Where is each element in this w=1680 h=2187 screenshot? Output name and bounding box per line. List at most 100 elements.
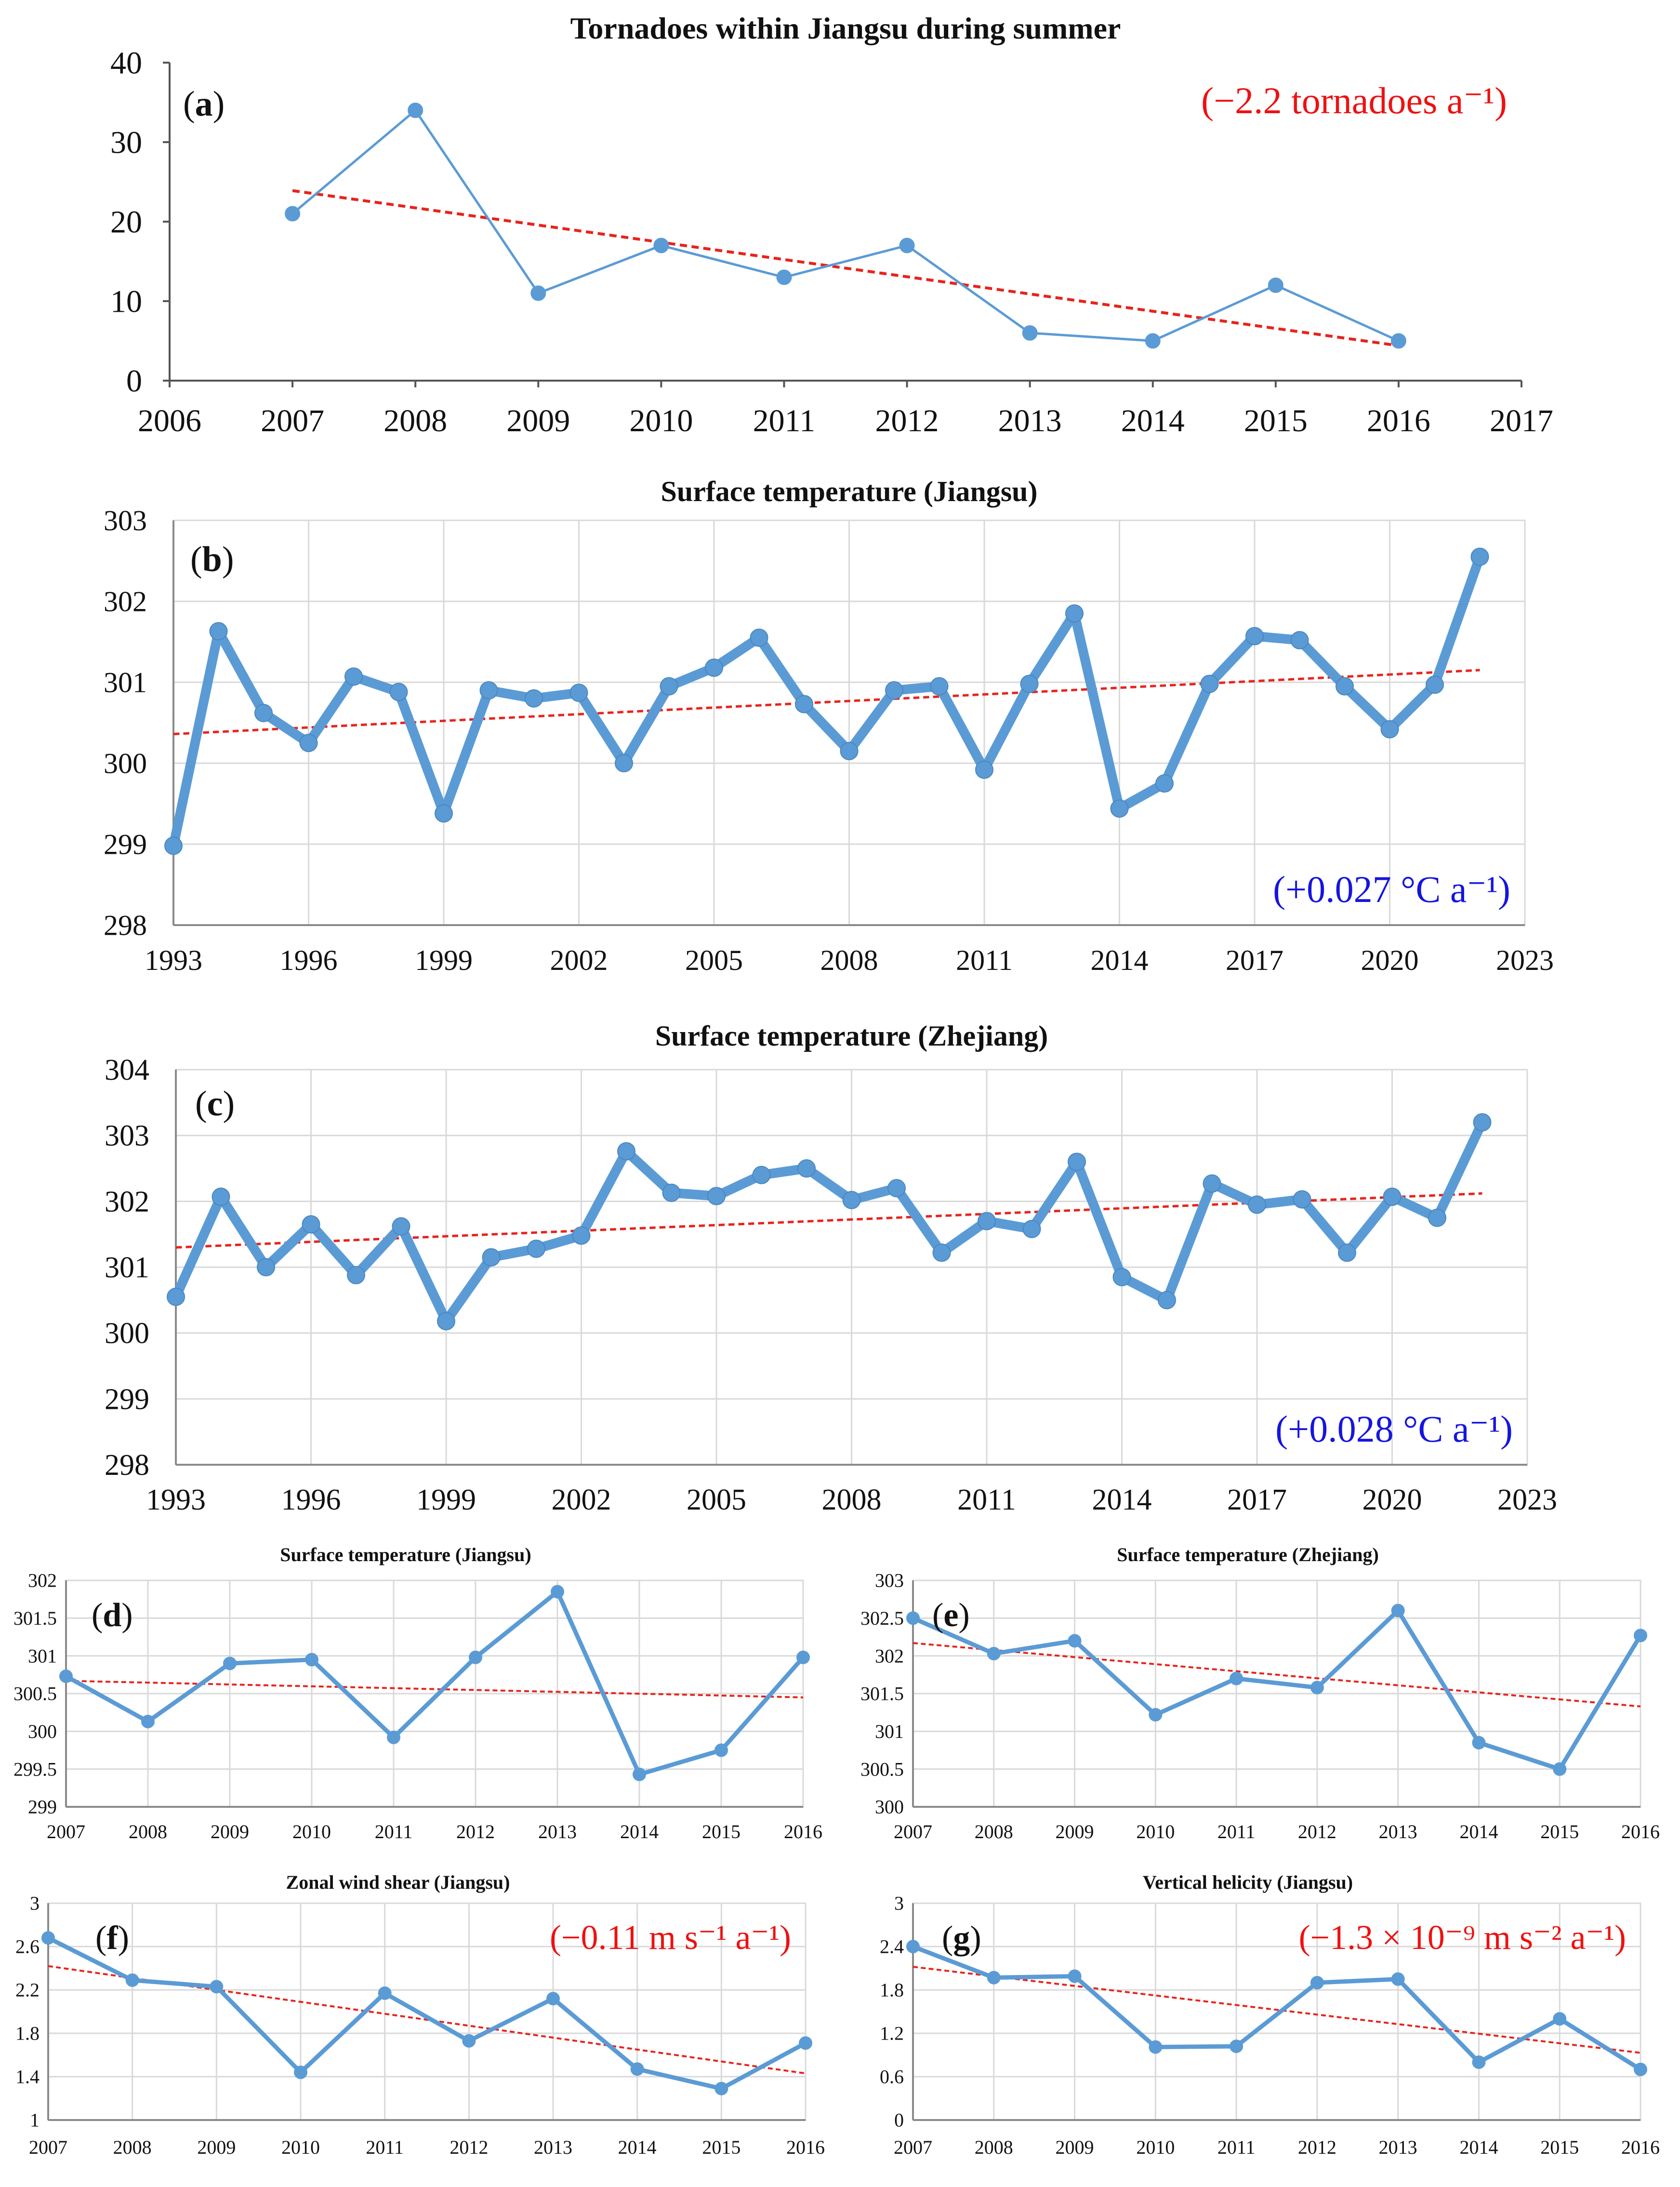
chart-a-x-tick-label: 2017 <box>1490 403 1553 438</box>
chart-g-y-tick-label: 0.6 <box>880 2066 904 2088</box>
chart-f-series-line <box>46 1935 808 2091</box>
chart-e-data-point <box>1068 1634 1082 1648</box>
chart-de-svg: 299 299.5 300 300.5 301 301.5 302 2007 2008 2009 2… <box>13 1544 1660 1842</box>
chart-c-data-point <box>978 1212 996 1231</box>
chart-b-data-point <box>1020 675 1039 693</box>
chart-a-x-tick-label: 2010 <box>629 403 693 438</box>
chart-b-x-tick-label: 2011 <box>956 944 1013 976</box>
chart-d-x-tick-label: 2007 <box>47 1821 85 1842</box>
chart-c-data-point <box>302 1215 320 1234</box>
chart-c-data-point <box>257 1258 275 1276</box>
chart-c-y-tick-label: 298 <box>105 1449 149 1482</box>
chart-b-x-tick-label: 1993 <box>145 944 202 976</box>
chart-g-x-tick-label: 2011 <box>1217 2136 1256 2158</box>
chart-g-data-point <box>1391 1972 1405 1986</box>
chart-a-data-point <box>899 238 915 253</box>
chart-g-x-tick-label: 2013 <box>1379 2136 1417 2158</box>
chart-a-x-tick-label: 2013 <box>998 403 1062 438</box>
chart-e-series-line <box>911 1608 1643 1772</box>
chart-g-title: Vertical helicity (Jiangsu) <box>1143 1871 1353 1893</box>
chart-g-data-point <box>1472 2055 1486 2069</box>
chart-g-data-point <box>1310 1976 1324 1989</box>
chart-a-x-tick-label: 2007 <box>261 403 324 438</box>
chart-d-x-tick-label: 2014 <box>620 1821 659 1842</box>
chart-f-data-point <box>714 2081 728 2095</box>
chart-a-data-point <box>530 285 546 301</box>
chart-a-trend-line <box>292 189 1399 347</box>
chart-c-x-tick-label: 2017 <box>1227 1484 1287 1516</box>
chart-b-svg: 298 299 300 301 302 303 1993 1996 1999 2002 2005 20… <box>104 476 1554 976</box>
chart-a-x-tick-label: 2014 <box>1121 403 1185 438</box>
chart-c-rate-annotation: (+0.028 °C a⁻¹) <box>1275 1408 1513 1450</box>
chart-c-y-tick-label: 301 <box>105 1251 149 1284</box>
chart-a-x-tick-label: 2016 <box>1367 403 1430 438</box>
chart-b-x-tick-label: 2020 <box>1361 944 1419 976</box>
chart-b-data-point <box>750 628 768 647</box>
chart-b-y-tick-label: 301 <box>104 666 147 698</box>
chart-c-data-point <box>662 1183 681 1202</box>
chart-e-x-tick-label: 2016 <box>1621 1821 1660 1842</box>
chart-c-data-point <box>1293 1190 1311 1209</box>
chart-c-data-point <box>707 1187 726 1206</box>
chart-c-data-point <box>887 1179 906 1197</box>
chart-b-x-tick-label: 2005 <box>685 944 743 976</box>
chart-f-data-point <box>294 2066 307 2079</box>
chart-a-title: Tornadoes within Jiangsu during summer <box>570 11 1121 45</box>
chart-c-x-tick-label: 1996 <box>281 1484 341 1516</box>
chart-b-data-point <box>1290 631 1309 649</box>
chart-g-data-point <box>1149 2040 1163 2054</box>
chart-f-data-point <box>378 1986 392 2000</box>
chart-e-data-point <box>987 1646 1001 1660</box>
chart-b-x-tick-label: 2023 <box>1496 944 1554 976</box>
chart-b-data-point <box>1336 677 1354 696</box>
chart-a-y-tick-label: 40 <box>110 45 142 80</box>
chart-f-y-tick-label: 1.4 <box>15 2066 40 2088</box>
chart-d-data-point <box>59 1669 73 1683</box>
chart-b-data-point <box>525 689 543 708</box>
chart-e-data-point <box>1553 1762 1567 1776</box>
chart-c-data-point <box>1338 1243 1356 1262</box>
chart-c-data-point <box>1248 1195 1266 1214</box>
chart-f-data-point <box>210 1980 224 1994</box>
chart-f-data-point <box>546 1992 560 2005</box>
chart-d-x-tick-label: 2010 <box>292 1821 331 1842</box>
chart-e-data-point <box>1472 1736 1486 1750</box>
chart-c-data-point <box>1022 1219 1041 1238</box>
chart-b-trend-line <box>173 669 1480 736</box>
chart-b-y-tick-label: 302 <box>104 585 147 617</box>
chart-c-x-tick-label: 2014 <box>1092 1484 1152 1516</box>
chart-f-data-point <box>630 2062 644 2076</box>
chart-e-x-tick-label: 2013 <box>1379 1821 1417 1842</box>
chart-d-y-tick-label: 299 <box>28 1796 57 1818</box>
chart-c-x-tick-label: 2020 <box>1363 1484 1422 1516</box>
chart-c-x-tick-label: 2005 <box>687 1484 746 1516</box>
chart-c-data-point <box>617 1142 635 1161</box>
chart-e-data-point <box>906 1611 920 1625</box>
chart-b-data-point <box>389 683 408 702</box>
chart-a-data-point <box>1268 278 1283 293</box>
chart-b-data-point <box>1065 604 1084 623</box>
chart-g-data-point <box>1068 1969 1082 1983</box>
chart-b-data-point <box>1380 720 1399 739</box>
chart-g-panel-label: (g) <box>942 1920 981 1957</box>
chart-c-data-point <box>1428 1208 1446 1227</box>
chart-f-x-tick-label: 2007 <box>29 2136 67 2158</box>
chart-c-y-tick-label: 302 <box>105 1185 149 1218</box>
chart-b-x-tick-label: 2014 <box>1091 944 1149 976</box>
chart-d-data-point <box>633 1767 646 1781</box>
panel-b-surface-temp-jiangsu: 298 299 300 301 302 303 1993 1996 1999 2002 2005 20… <box>0 463 1680 1002</box>
chart-g-data-point <box>987 1971 1001 1985</box>
chart-b-data-point <box>344 667 363 686</box>
chart-f-x-tick-label: 2016 <box>786 2136 825 2158</box>
chart-d-data-point <box>714 1743 728 1757</box>
chart-g-trend-line <box>913 1966 1641 2054</box>
chart-f-data-point <box>125 1973 139 1987</box>
chart-c-data-point <box>527 1239 545 1258</box>
chart-d-x-tick-label: 2011 <box>375 1821 413 1842</box>
chart-c-data-point <box>572 1226 591 1245</box>
chart-a-y-tick-label: 10 <box>110 284 142 319</box>
chart-a-data-point <box>1145 333 1161 349</box>
chart-e-y-tick-label: 300.5 <box>860 1758 904 1780</box>
chart-f-y-tick-label: 1 <box>30 2109 40 2131</box>
chart-c-data-point <box>932 1243 951 1262</box>
